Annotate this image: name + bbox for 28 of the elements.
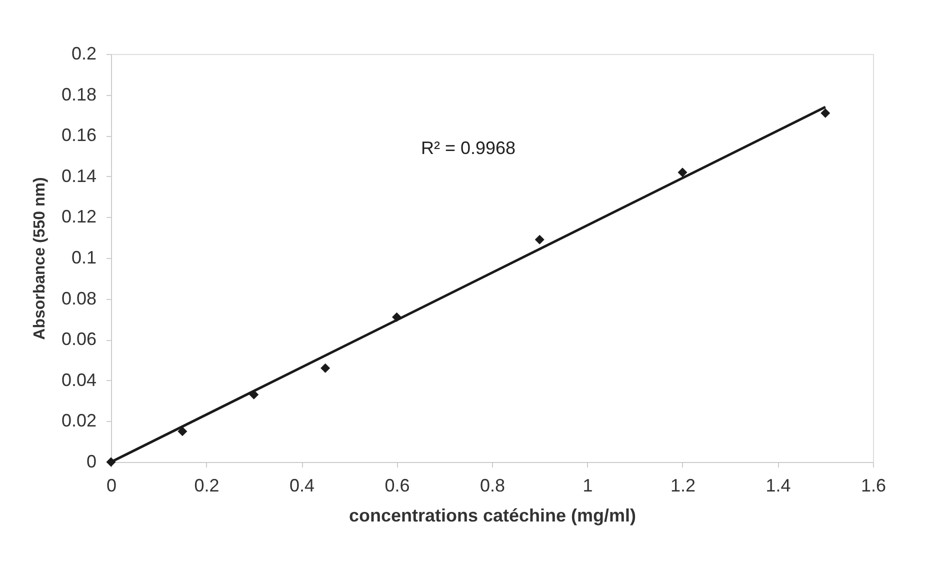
point	[320, 363, 330, 373]
annotation: R² = 0.9968	[421, 138, 516, 158]
x-tick-label: 0.6	[384, 476, 410, 496]
x-tick-label: 1.4	[766, 476, 791, 496]
y-tick-label: 0.14	[61, 166, 96, 186]
x-tick-label: 1.6	[860, 476, 886, 496]
x-tick-label: 0.2	[194, 476, 220, 496]
point	[678, 168, 688, 178]
y-tick-label: 0.18	[61, 84, 96, 104]
x-tick-label: 0	[106, 476, 117, 496]
y-tick-label: 0.04	[61, 370, 96, 390]
point	[178, 426, 188, 436]
y-tick-label: 0.1	[71, 248, 96, 268]
x-tick-label: 0.4	[289, 476, 315, 496]
y-tick-label: 0.16	[61, 125, 96, 146]
y-tick-label: 0.12	[61, 206, 96, 227]
y-tick-label: 0.06	[61, 329, 96, 350]
point	[534, 234, 544, 244]
x-tick-label: 1	[582, 476, 593, 496]
point	[820, 108, 830, 118]
y-tick-label: 0.02	[61, 410, 96, 431]
x-axis-title: concentrations catéchine (mg/ml)	[348, 506, 636, 526]
y-tick-label: 0	[86, 452, 96, 472]
y-tick-label: 0.08	[61, 288, 96, 308]
y-tick-label: 0.2	[71, 44, 96, 64]
y-axis-title: Absorbance (550 nm)	[31, 177, 48, 340]
x-tick-label: 1.2	[670, 476, 696, 496]
x-tick-label: 0.8	[480, 476, 506, 496]
